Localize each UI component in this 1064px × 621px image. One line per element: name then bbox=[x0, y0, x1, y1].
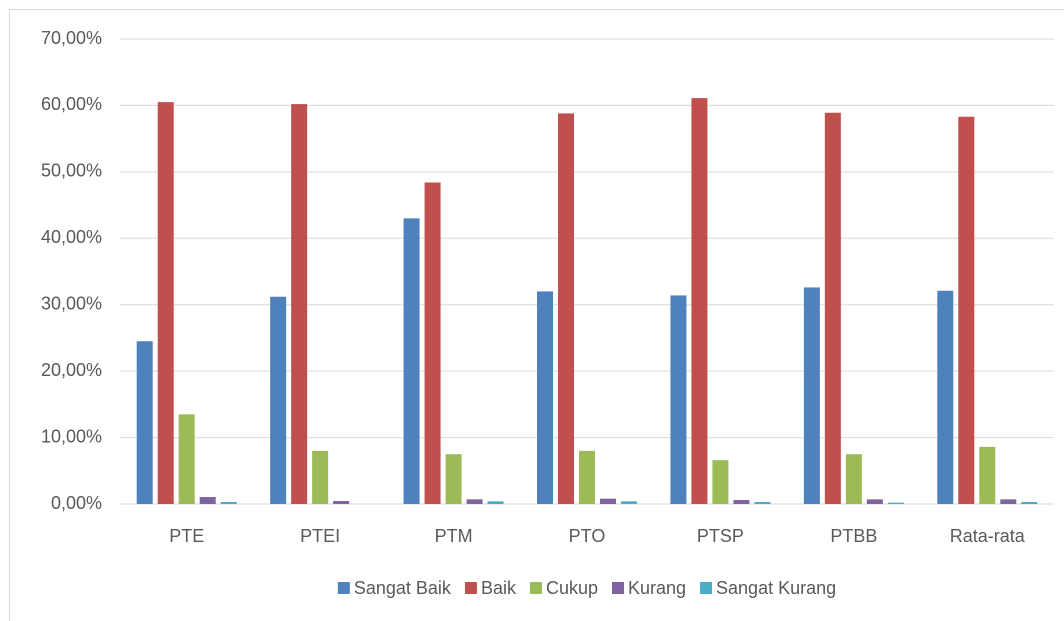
y-tick-label: 70,00% bbox=[41, 28, 102, 48]
bar bbox=[558, 113, 574, 505]
y-tick-label: 60,00% bbox=[41, 94, 102, 114]
bar bbox=[712, 460, 729, 504]
bar bbox=[845, 454, 862, 504]
bar bbox=[733, 500, 750, 504]
bar bbox=[691, 98, 708, 504]
x-tick-label: PTM bbox=[435, 526, 473, 546]
legend-label: Kurang bbox=[628, 578, 686, 598]
x-tick-label: Rata-rata bbox=[950, 526, 1026, 546]
bar bbox=[824, 112, 841, 504]
legend-label: Baik bbox=[481, 578, 517, 598]
bar bbox=[866, 499, 883, 504]
bar bbox=[670, 295, 687, 504]
y-tick-label: 30,00% bbox=[41, 293, 102, 313]
bar bbox=[424, 182, 441, 504]
bar bbox=[291, 104, 308, 504]
legend-swatch bbox=[700, 582, 713, 594]
bar bbox=[937, 290, 954, 504]
bar bbox=[136, 341, 153, 504]
y-tick-label: 40,00% bbox=[41, 227, 102, 247]
bar bbox=[445, 454, 462, 504]
bar bbox=[958, 116, 975, 504]
x-tick-label: PTO bbox=[569, 526, 606, 546]
bar bbox=[312, 450, 329, 504]
legend-label: Cukup bbox=[546, 578, 598, 598]
chart-frame bbox=[9, 9, 1064, 621]
x-tick-label: PTSP bbox=[697, 526, 744, 546]
y-tick-label: 20,00% bbox=[41, 360, 102, 380]
bar bbox=[600, 498, 616, 504]
x-tick-label: PTBB bbox=[830, 526, 877, 546]
legend-swatch bbox=[337, 582, 350, 594]
bar bbox=[754, 502, 771, 504]
bar bbox=[487, 501, 504, 504]
legend-swatch bbox=[529, 582, 542, 594]
bar bbox=[466, 499, 483, 504]
legend-label: Sangat Baik bbox=[354, 578, 452, 598]
bar bbox=[537, 291, 553, 504]
bar bbox=[621, 501, 637, 504]
bar bbox=[1000, 499, 1017, 504]
bar bbox=[199, 497, 216, 504]
legend-label: Sangat Kurang bbox=[716, 578, 836, 598]
legend-swatch bbox=[611, 582, 624, 594]
bar bbox=[403, 218, 420, 504]
x-tick-label: PTEI bbox=[300, 526, 340, 546]
bar bbox=[333, 501, 350, 504]
bar bbox=[979, 446, 996, 504]
bar bbox=[270, 296, 287, 504]
bar bbox=[157, 102, 174, 504]
bar bbox=[579, 450, 595, 504]
bar bbox=[220, 502, 237, 504]
bar bbox=[1021, 502, 1038, 504]
bar bbox=[803, 287, 820, 504]
y-tick-label: 0,00% bbox=[51, 493, 102, 513]
bar bbox=[887, 502, 904, 504]
bar bbox=[178, 414, 195, 504]
y-tick-label: 10,00% bbox=[41, 426, 102, 446]
legend-swatch bbox=[464, 582, 477, 594]
y-tick-label: 50,00% bbox=[41, 161, 102, 181]
x-tick-label: PTE bbox=[169, 526, 204, 546]
